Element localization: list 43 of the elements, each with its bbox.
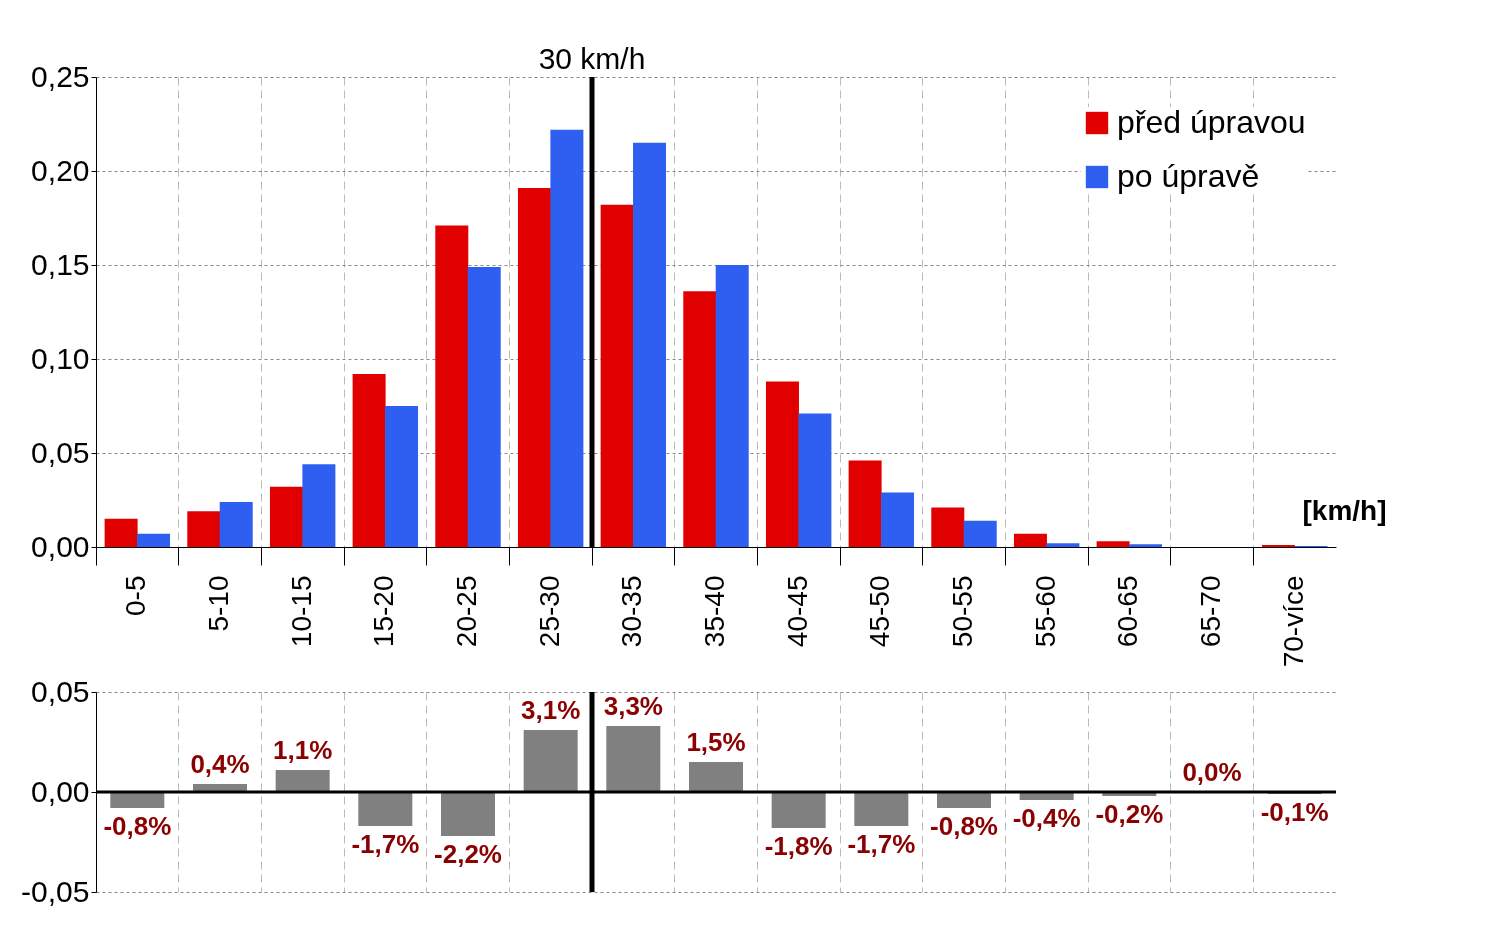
y-tick-label: 0,05 — [31, 435, 90, 469]
ref-line-label: 30 km/h — [538, 42, 646, 75]
data-label: 0,0% — [1182, 757, 1242, 787]
data-label: -1,7% — [847, 829, 916, 859]
x-tick-label: 5-10 — [203, 575, 234, 632]
x-tick-label: 70-více — [1277, 575, 1309, 668]
x-tick-label: 0-5 — [120, 575, 152, 616]
x-tick-label: 15-20 — [368, 575, 400, 648]
y-tick-label: -0,05 — [21, 874, 90, 908]
x-tick-label: 10-15 — [285, 575, 317, 648]
data-label: 1,5% — [686, 727, 746, 757]
y-tick-label: 0,05 — [31, 674, 90, 708]
x-tick-label: 60-65 — [1112, 575, 1144, 648]
data-label: -0,2% — [1095, 799, 1164, 829]
data-label: -0,8% — [930, 811, 998, 841]
legend-label: před úpravou — [1117, 104, 1306, 140]
data-label: 3,3% — [603, 691, 663, 721]
x-tick-label: 45-50 — [864, 575, 896, 648]
y-tick-label: 0,25 — [31, 59, 90, 93]
data-label: 3,1% — [521, 695, 581, 725]
x-tick-label: 65-70 — [1195, 575, 1226, 648]
x-tick-label: 50-55 — [947, 575, 978, 648]
y-tick-label: 0,00 — [31, 529, 90, 563]
x-axis-title: [km/h] — [1302, 494, 1387, 526]
data-label: -0,1% — [1260, 797, 1329, 827]
x-tick-label: 30-35 — [616, 575, 648, 648]
x-tick-label: 35-40 — [699, 575, 730, 648]
data-label: -0,4% — [1012, 803, 1081, 833]
y-tick-label: 0,15 — [31, 247, 90, 281]
y-tick-label: 0,20 — [31, 153, 90, 187]
data-label: -1,7% — [351, 829, 420, 859]
data-label: -1,8% — [764, 831, 833, 861]
data-label: 0,4% — [190, 749, 250, 779]
x-tick-label: 25-30 — [533, 575, 565, 648]
data-label: -0,8% — [103, 811, 172, 841]
y-tick-label: 0,00 — [31, 774, 90, 808]
data-label: 1,1% — [273, 735, 333, 765]
x-tick-label: 40-45 — [781, 575, 813, 648]
legend-label: po úpravě — [1117, 158, 1260, 194]
x-tick-label: 55-60 — [1029, 575, 1061, 648]
x-tick-label: 20-25 — [451, 575, 482, 648]
data-label: -2,2% — [434, 839, 502, 869]
y-tick-label: 0,10 — [31, 341, 90, 375]
